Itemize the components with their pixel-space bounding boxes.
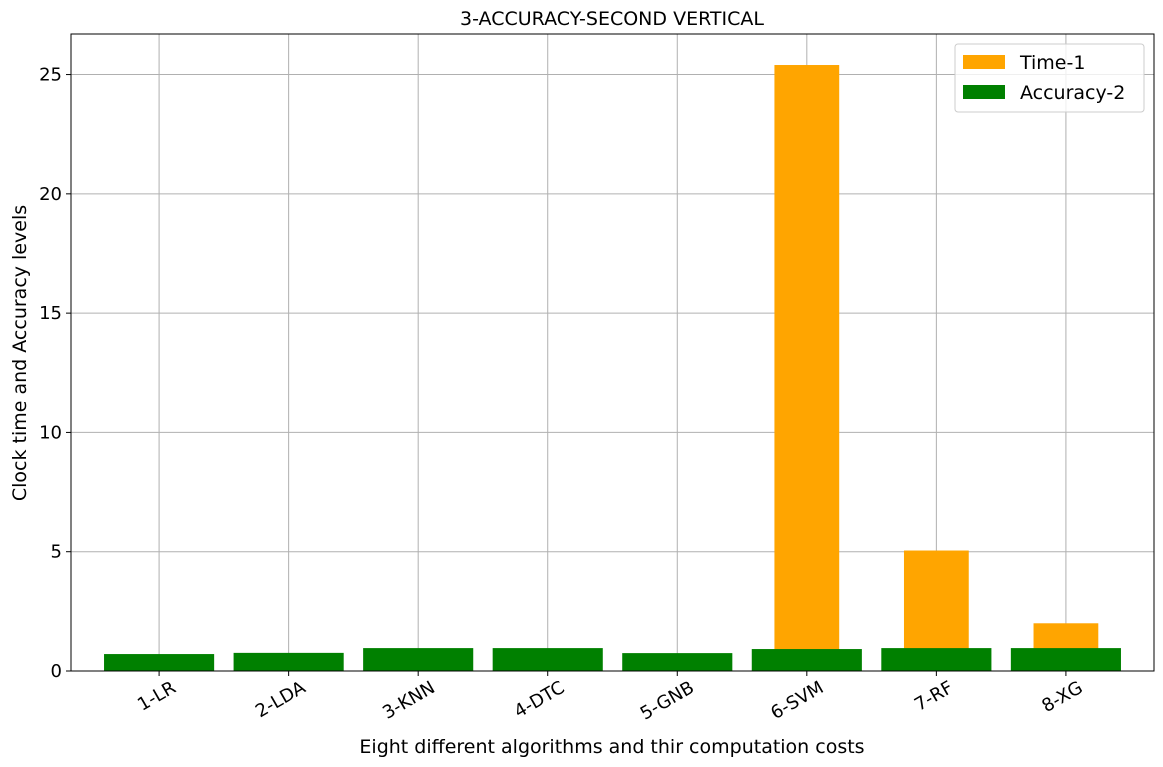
x-tick-label: 5-GNB [637, 677, 698, 724]
legend-swatch [963, 55, 1005, 69]
bar-accuracy-2-3-knn [363, 648, 474, 671]
x-tick-label: 8-XG [1038, 677, 1086, 717]
bar-accuracy-2-2-lda [233, 652, 344, 671]
x-axis-label: Eight different algorithms and thir comp… [359, 736, 864, 758]
x-tick-label: 4-DTC [511, 677, 569, 722]
x-tick-label: 3-KNN [379, 677, 439, 724]
chart-title: 3-ACCURACY-SECOND VERTICAL [460, 8, 764, 30]
y-tick-label: 0 [51, 661, 62, 682]
y-tick-label: 15 [39, 303, 62, 324]
bar-accuracy-2-4-dtc [492, 648, 603, 671]
bar-accuracy-2-8-xg [1010, 648, 1121, 671]
bar-time-1-6-svm [774, 65, 840, 671]
x-tick-label: 7-RF [911, 677, 957, 716]
grid [71, 34, 1154, 672]
bars [104, 65, 1121, 671]
y-tick-label: 10 [39, 422, 62, 443]
x-tick-label: 6-SVM [767, 677, 827, 724]
x-tick-label: 2-LDA [252, 677, 310, 722]
x-tick-label: 1-LR [134, 677, 180, 715]
legend-swatch [963, 85, 1005, 99]
y-tick-label: 25 [39, 65, 62, 86]
bar-accuracy-2-7-rf [881, 648, 992, 671]
y-tick-label: 5 [51, 542, 62, 563]
y-tick-label: 20 [39, 184, 62, 205]
legend-label: Accuracy-2 [1020, 82, 1125, 104]
bar-accuracy-2-5-gnb [622, 653, 733, 671]
y-axis-label: Clock time and Accuracy levels [9, 205, 31, 501]
bar-accuracy-2-1-lr [104, 654, 215, 671]
legend-label: Time-1 [1019, 52, 1085, 74]
plot-frame [70, 33, 1155, 672]
legend: Time-1 Accuracy-2 [954, 43, 1145, 113]
bar-accuracy-2-6-svm [751, 649, 862, 671]
